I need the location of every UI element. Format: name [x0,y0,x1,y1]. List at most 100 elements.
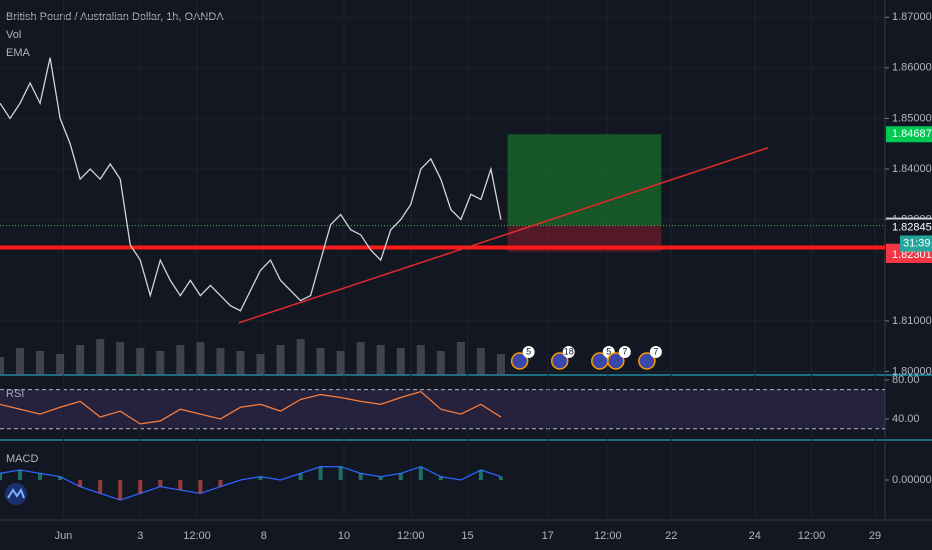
macd-hist [0,473,2,480]
macd-hist [198,480,203,494]
event-count [522,346,535,358]
volume-bar [216,348,225,375]
volume-bar [296,339,305,375]
trendline [238,147,769,324]
macd-hist [358,473,363,480]
event-count [562,346,575,358]
pane-title: RSI [6,388,24,400]
x-tick-label: 3 [137,530,143,542]
volume-bar [496,354,505,375]
macd-hist [378,476,383,480]
x-tick-label: 12:00 [397,530,425,542]
volume-bar [76,345,85,375]
macd-hist [338,466,343,480]
macd-hist [38,473,43,480]
volume-bar [36,351,45,375]
x-tick-label: 17 [542,530,554,542]
volume-bar [476,348,485,375]
event-flag [638,352,656,370]
price-badge [886,126,932,143]
y-tick-label: 1.84000 [892,163,932,175]
volume-bar [276,345,285,375]
macd-hist [318,466,323,480]
macd-hist [398,473,403,480]
volume-bar [316,348,325,375]
macd-hist [418,466,423,480]
volume-bar [236,351,245,375]
volume-bar [336,351,345,375]
indicator-label: Vol [6,29,21,41]
macd-hist [58,476,63,480]
volume-bar [436,351,445,375]
macd-hist [478,470,483,480]
macd-hist [178,480,183,490]
y-tick-label: 1.80000 [892,365,932,377]
volume-bar [176,345,185,375]
x-tick-label: 29 [869,530,881,542]
y-tick-label: 1.85000 [892,112,932,124]
event-count [649,346,662,358]
macd-hist [78,480,83,487]
x-tick-label: 22 [665,530,677,542]
macd-hist [98,480,103,494]
volume-bar [396,348,405,375]
volume-bar [0,357,4,375]
x-tick-label: 8 [261,530,267,542]
event-count [618,346,631,358]
volume-bar [56,354,65,375]
countdown-label: 31:39 [903,237,931,249]
x-tick-label: 12:00 [798,530,826,542]
price-badge [886,219,932,236]
event-label: 18 [564,346,574,356]
event-flag [550,352,569,370]
event-icon: 7 [607,346,631,370]
series-line [0,57,502,312]
x-tick-label: 12:00 [594,530,622,542]
event-label: 7 [622,346,627,356]
x-tick-label: 10 [338,530,350,542]
event-label: 7 [653,346,658,356]
event-icon: 7 [638,346,662,370]
macd-hist [218,480,223,487]
volume-bar [376,345,385,375]
volume-bar [116,342,125,375]
countdown-badge [900,235,932,252]
series-line [0,465,502,501]
event-flag [607,352,625,370]
volume-bar [16,348,25,375]
macd-hist [498,476,503,480]
price-badge-label: 1.82845 [892,221,932,233]
price-badge-label: 1.84687 [892,128,932,140]
event-label: 5 [526,346,531,356]
macd-hist [118,480,123,500]
macd-hist [138,480,143,494]
logo [5,483,27,505]
x-tick-label: 12:00 [183,530,211,542]
volume-bar [96,339,105,375]
event-label: 5 [606,346,611,356]
target-zone [507,134,662,226]
macd-hist [18,470,23,480]
macd-hist [158,480,163,487]
macd-hist [438,476,443,480]
volume-bar [456,342,465,375]
volume-bar [416,345,425,375]
y-tick-label: 80.00 [892,374,920,386]
volume-bar [156,351,165,375]
y-tick-label: 0.00000 [892,474,932,486]
volume-bar [356,342,365,375]
event-flag [510,352,529,370]
indicator-label: EMA [6,47,31,59]
price-badge-label: 1.82301 [892,249,932,261]
y-tick-label: 1.81000 [892,315,932,327]
x-tick-label: Jun [55,530,73,542]
y-tick-label: 40.00 [892,413,920,425]
volume-bar [196,342,205,375]
volume-bar [136,348,145,375]
x-tick-label: 24 [749,530,761,542]
event-icon: 5 [510,346,535,370]
macd-hist [258,476,263,480]
macd-hist [298,473,303,480]
